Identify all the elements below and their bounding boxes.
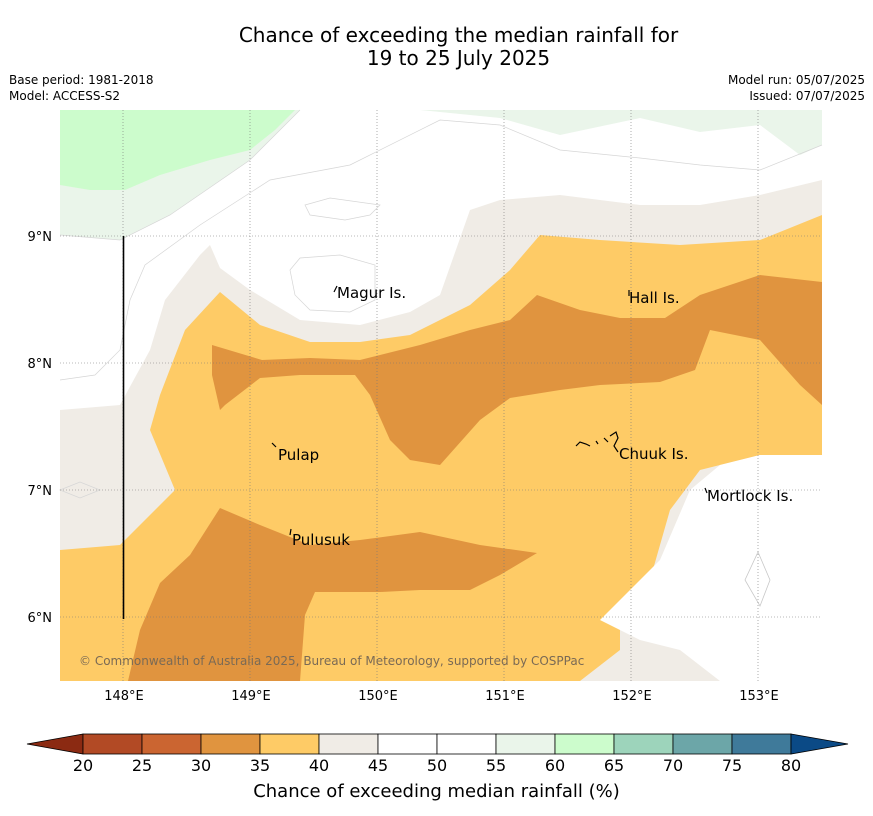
colorbar-tick-label: 30 <box>190 756 212 775</box>
place-label-mortlock: Mortlock Is. <box>707 487 793 505</box>
colorbar-swatch <box>554 733 615 755</box>
place-label-hall: Hall Is. <box>629 289 680 307</box>
colorbar-swatch <box>259 733 320 755</box>
chuuk-lagoon-mark <box>575 431 619 453</box>
pulusuk-island-mark <box>289 528 292 536</box>
lon-label: 149°E <box>231 689 271 704</box>
lat-label: 6°N <box>28 611 53 626</box>
title-line-2: 19 to 25 July 2025 <box>366 46 551 70</box>
issued-label: Issued: 07/07/2025 <box>749 89 865 103</box>
island-markers <box>271 285 708 536</box>
meta-right: Model run: 05/07/2025 Issued: 07/07/2025 <box>728 72 865 104</box>
colorbar <box>26 733 849 755</box>
colorbar-tick-label: 80 <box>780 756 802 775</box>
base-period-label: Base period: 1981-2018 <box>9 73 154 87</box>
lat-label: 9°N <box>28 230 53 245</box>
title-line-1: Chance of exceeding the median rainfall … <box>238 23 679 47</box>
colorbar-tick-label: 20 <box>72 756 94 775</box>
pulap-island-mark <box>271 442 277 448</box>
place-label-pulusuk: Pulusuk <box>292 531 350 549</box>
contour-line-2 <box>289 254 376 313</box>
colorbar-tick-label: 40 <box>308 756 330 775</box>
colorbar-tick-label: 55 <box>485 756 507 775</box>
colorbar-swatch <box>377 733 438 755</box>
contour-diamond <box>744 551 771 607</box>
colorbar-tick-label: 75 <box>721 756 743 775</box>
colorbar-tick-label: 45 <box>367 756 389 775</box>
copyright-notice: © Commonwealth of Australia 2025, Bureau… <box>79 654 584 668</box>
colorbar-swatch <box>436 733 497 755</box>
colorbar-swatch <box>613 733 674 755</box>
lon-label: 152°E <box>612 689 652 704</box>
lon-label: 153°E <box>739 689 779 704</box>
colorbar-tick-label: 25 <box>131 756 153 775</box>
colorbar-swatch <box>731 733 792 755</box>
place-label-magur: Magur Is. <box>337 284 406 302</box>
zone-30-35-south <box>128 508 537 681</box>
colorbar-tick-label: 60 <box>544 756 566 775</box>
zone-45-55-magur <box>292 255 375 312</box>
zone-30-35-north <box>212 275 822 465</box>
colorbar-swatch <box>200 733 261 755</box>
lon-label: 150°E <box>358 689 398 704</box>
lat-label: 8°N <box>28 357 53 372</box>
zone-45-55-southeast <box>600 455 822 681</box>
contour-line-3 <box>304 197 381 221</box>
lon-label: 151°E <box>485 689 525 704</box>
colorbar-arrow-high <box>790 733 849 755</box>
colorbar-swatch <box>141 733 202 755</box>
colorbar-tick-label: 35 <box>249 756 271 775</box>
colorbar-tick-label: 50 <box>426 756 448 775</box>
colorbar-tick-label: 70 <box>662 756 684 775</box>
lon-axis-labels: 148°E 149°E 150°E 151°E 152°E 153°E <box>104 689 779 704</box>
lon-label: 148°E <box>104 689 144 704</box>
model-label: Model: ACCESS-S2 <box>9 89 121 103</box>
lat-label: 7°N <box>28 484 53 499</box>
colorbar-tick-label: 65 <box>603 756 625 775</box>
colorbar-arrow-low <box>26 733 84 755</box>
colorbar-swatch <box>318 733 379 755</box>
contour-line-1 <box>59 109 301 241</box>
zone-60-65 <box>60 110 295 190</box>
model-run-label: Model run: 05/07/2025 <box>727 73 865 87</box>
colorbar-title: Chance of exceeding median rainfall (%) <box>253 781 620 802</box>
place-label-pulap: Pulap <box>278 446 319 464</box>
colorbar-swatch <box>495 733 556 755</box>
mortlock-island-mark <box>704 487 708 494</box>
magur-island-mark <box>333 285 338 293</box>
place-label-chuuk: Chuuk Is. <box>619 445 688 463</box>
lat-axis-labels: 9°N 8°N 7°N 6°N <box>28 230 53 626</box>
colorbar-swatch <box>672 733 733 755</box>
meta-left: Base period: 1981-2018 Model: ACCESS-S2 <box>9 72 154 104</box>
colorbar-swatch <box>82 733 143 755</box>
